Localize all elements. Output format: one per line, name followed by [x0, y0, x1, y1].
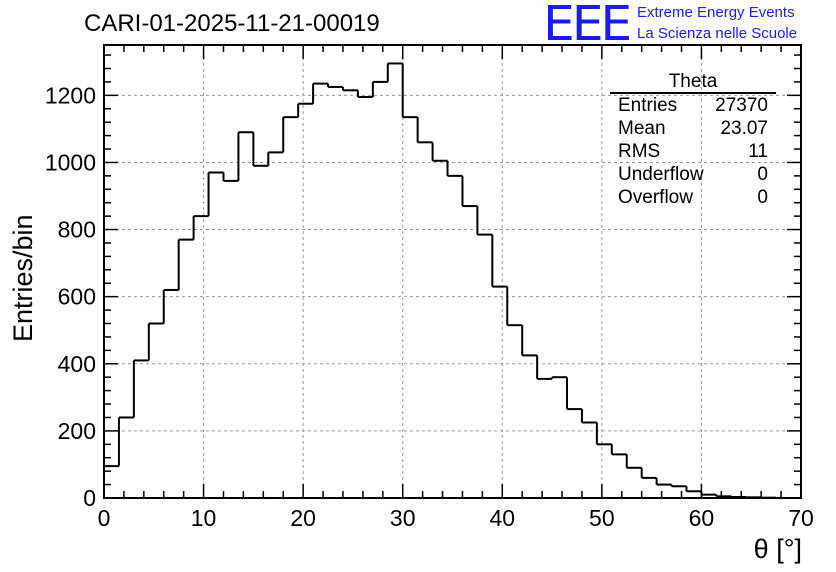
histogram-bin: [640, 467, 657, 479]
stats-label: Mean: [618, 118, 666, 139]
plot-frame: [103, 44, 802, 499]
grid-lines: [104, 45, 801, 498]
histogram-bin: [461, 175, 478, 208]
histogram-bin: [446, 160, 463, 177]
logo-line-2: La Scienza nelle Scuole: [637, 25, 798, 42]
y-tick-label: 200: [58, 418, 96, 444]
histogram-bin: [595, 422, 612, 446]
histogram-bin: [491, 234, 508, 288]
stats-row: RMS 11: [610, 140, 776, 163]
histogram-bin: [625, 454, 642, 469]
histogram-bin: [147, 322, 164, 361]
x-axis-label: θ [°]: [753, 534, 802, 564]
run-title: CARI-01-2025-11-21-00019: [84, 10, 380, 37]
stats-row: Underflow 0: [610, 163, 776, 186]
histogram-bin: [685, 486, 702, 493]
stats-value: 11: [748, 141, 768, 162]
y-tick-label: 800: [58, 217, 96, 243]
histogram-bin: [610, 444, 627, 456]
y-tick-label: 1200: [45, 82, 96, 108]
x-tick-label: 0: [98, 505, 111, 531]
stats-value: 23.07: [720, 118, 768, 139]
stats-value: 0: [757, 187, 768, 208]
stats-row: Entries 27370: [610, 94, 776, 117]
histogram-bin: [506, 286, 523, 327]
stats-box: Theta Entries 27370 Mean 23.07 RMS 11 Under…: [610, 72, 776, 209]
x-tick-label: 10: [191, 505, 217, 531]
histogram-bin: [162, 288, 179, 324]
stats-value: 27370: [715, 95, 768, 116]
histogram-bin: [431, 142, 448, 162]
histogram-bin: [356, 90, 373, 99]
histogram-bin: [536, 355, 553, 380]
y-tick-label: 0: [83, 485, 96, 511]
y-tick-label: 600: [58, 284, 96, 310]
histogram-bin: [282, 116, 299, 153]
histogram-bin: [386, 62, 403, 82]
x-tick-label: 40: [489, 505, 515, 531]
histogram-bin: [401, 63, 418, 119]
histogram-bin: [117, 416, 134, 467]
x-tick-label: 30: [390, 505, 416, 531]
eee-logo-icon: EEE: [543, 0, 632, 52]
histogram-bin: [700, 491, 717, 496]
stats-label: Overflow: [618, 187, 693, 208]
x-tick-label: 70: [788, 505, 814, 531]
histogram-bin: [252, 132, 269, 167]
stats-label: RMS: [618, 141, 661, 162]
histogram-bin: [551, 376, 568, 379]
stats-title: Theta: [610, 72, 776, 94]
histogram-bin: [655, 477, 672, 486]
histogram-bin: [670, 484, 687, 488]
axis-ticks: [103, 45, 802, 499]
stats-label: Entries: [618, 95, 678, 116]
stats-row: Mean 23.07: [610, 117, 776, 140]
histogram-bin: [566, 377, 582, 411]
tick-labels: 0 10 20 30 40 50 60 70 0 200 400 600 800 1000 1200: [45, 82, 814, 531]
x-tick-label: 20: [290, 505, 316, 531]
histogram-bin: [730, 495, 747, 498]
histogram-bin: [341, 86, 358, 92]
histogram-bin: [267, 151, 284, 166]
histogram-bin: [207, 171, 224, 217]
histogram-bin: [192, 215, 209, 240]
histogram-bin: [580, 409, 597, 424]
stats-label: Underflow: [618, 164, 704, 185]
histogram-bin: [312, 82, 329, 104]
histogram-bin: [222, 172, 239, 182]
histogram-bin: [132, 359, 149, 418]
histogram-bin: [177, 238, 194, 290]
y-tick-label: 400: [58, 351, 96, 377]
histogram-bin: [416, 117, 433, 144]
histogram-bin: [327, 83, 343, 88]
logo-line-1: Extreme Energy Events: [637, 4, 795, 21]
histogram-bin: [371, 80, 388, 98]
y-tick-label: 1000: [45, 149, 96, 175]
histogram-bin: [297, 102, 314, 118]
histogram-bin: [476, 206, 493, 236]
stats-value: 0: [757, 164, 768, 185]
stats-row: Overflow 0: [610, 186, 776, 209]
x-tick-label: 60: [689, 505, 715, 531]
histogram-bin: [715, 494, 732, 498]
histogram-bars: [103, 62, 801, 499]
x-tick-label: 50: [589, 505, 615, 531]
histogram-bin: [237, 131, 254, 181]
histogram-bin: [521, 325, 538, 357]
y-axis-label: Entries/bin: [8, 214, 38, 342]
